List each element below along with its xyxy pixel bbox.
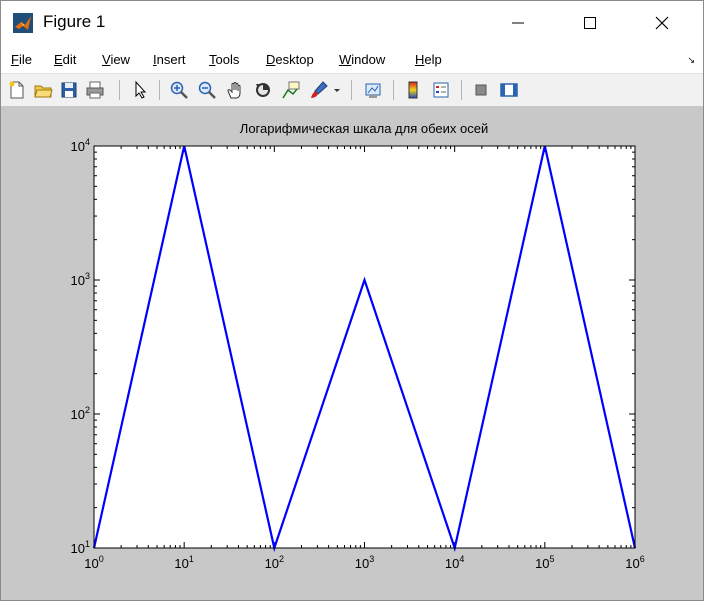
tick-label-base: 10 (71, 541, 85, 556)
tick-label: 103 (355, 554, 374, 571)
edit-plot-arrow-icon[interactable] (131, 80, 151, 100)
matlab-logo-icon (13, 13, 33, 33)
data-cursor-icon[interactable] (281, 80, 301, 100)
tick-label: 103 (71, 271, 90, 288)
tick-label-base: 10 (84, 556, 98, 571)
menu-window[interactable]: Window (339, 52, 386, 67)
window-title: Figure 1 (43, 12, 106, 31)
legend-icon[interactable] (431, 80, 451, 100)
tick-label-base: 10 (355, 556, 369, 571)
tick-label-base: 10 (174, 556, 188, 571)
close-button[interactable] (639, 1, 685, 45)
maximize-button[interactable] (567, 1, 613, 45)
menu-insert[interactable]: Insert (153, 52, 186, 67)
tick-label-exponent: 4 (85, 137, 90, 147)
dock-arrow-icon[interactable]: ↘ (687, 55, 695, 65)
tick-label-exponent: 3 (85, 271, 90, 281)
tick-label-base: 10 (625, 556, 639, 571)
tick-label: 106 (625, 554, 644, 571)
tick-label-exponent: 2 (279, 554, 284, 564)
tick-label: 102 (265, 554, 284, 571)
tick-label: 101 (71, 539, 90, 556)
menu-help[interactable]: Help (415, 52, 442, 67)
title-bar[interactable]: Figure 1 (1, 1, 703, 45)
tick-label: 100 (84, 554, 103, 571)
tick-label-base: 10 (265, 556, 279, 571)
tick-label-exponent: 1 (189, 554, 194, 564)
tick-label-base: 10 (71, 139, 85, 154)
axes-box (93, 145, 636, 549)
pan-hand-icon[interactable] (225, 80, 245, 100)
tick-label-base: 10 (71, 407, 85, 422)
tick-label-base: 10 (71, 273, 85, 288)
brush-icon[interactable] (309, 80, 329, 100)
tick-label-exponent: 6 (640, 554, 645, 564)
hide-plot-tools-icon[interactable] (471, 80, 491, 100)
print-icon[interactable] (85, 80, 105, 100)
toolbar-separator (461, 80, 462, 100)
tick-label-exponent: 0 (99, 554, 104, 564)
plot: Логарифмическая шкала для обеих осей 100… (71, 121, 645, 571)
tick-label: 105 (535, 554, 554, 571)
new-figure-icon[interactable] (7, 80, 27, 100)
zoom-out-icon[interactable] (197, 80, 217, 100)
menu-desktop[interactable]: Desktop (266, 52, 314, 67)
brush-dropdown-icon[interactable] (331, 80, 343, 100)
chart-title: Логарифмическая шкала для обеих осей (240, 121, 488, 136)
minimize-button[interactable] (495, 1, 541, 45)
close-icon (655, 16, 669, 30)
menu-file[interactable]: File (11, 52, 32, 67)
tick-label-exponent: 4 (459, 554, 464, 564)
axes-background[interactable] (94, 146, 635, 548)
tick-label: 101 (174, 554, 193, 571)
tick-label: 104 (71, 137, 90, 154)
toolbar-separator (393, 80, 394, 100)
toolbar-separator (159, 80, 160, 100)
toolbar-separator (351, 80, 352, 100)
zoom-in-icon[interactable] (169, 80, 189, 100)
tick-label: 102 (71, 405, 90, 422)
figure-canvas[interactable]: Логарифмическая шкала для обеих осей 100… (1, 106, 703, 600)
save-icon[interactable] (59, 80, 79, 100)
toolbar-separator (119, 80, 120, 100)
tick-label-base: 10 (535, 556, 549, 571)
rotate-3d-icon[interactable] (253, 80, 273, 100)
show-plot-tools-icon[interactable] (499, 80, 519, 100)
menu-tools[interactable]: Tools (209, 52, 240, 67)
open-file-icon[interactable] (33, 80, 53, 100)
figure-toolbar (1, 73, 703, 107)
menu-bar: File Edit View Insert Tools Desktop Wind… (1, 45, 703, 73)
maximize-icon (584, 17, 596, 29)
link-plot-icon[interactable] (363, 80, 383, 100)
menu-view[interactable]: View (102, 52, 130, 67)
tick-label-exponent: 3 (369, 554, 374, 564)
tick-label-exponent: 2 (85, 405, 90, 415)
tick-label: 104 (445, 554, 464, 571)
menu-edit[interactable]: Edit (54, 52, 77, 67)
tick-label-exponent: 5 (550, 554, 555, 564)
minimize-icon (512, 22, 524, 24)
tick-label-base: 10 (445, 556, 459, 571)
tick-label-exponent: 1 (85, 539, 90, 549)
colorbar-icon[interactable] (403, 80, 423, 100)
